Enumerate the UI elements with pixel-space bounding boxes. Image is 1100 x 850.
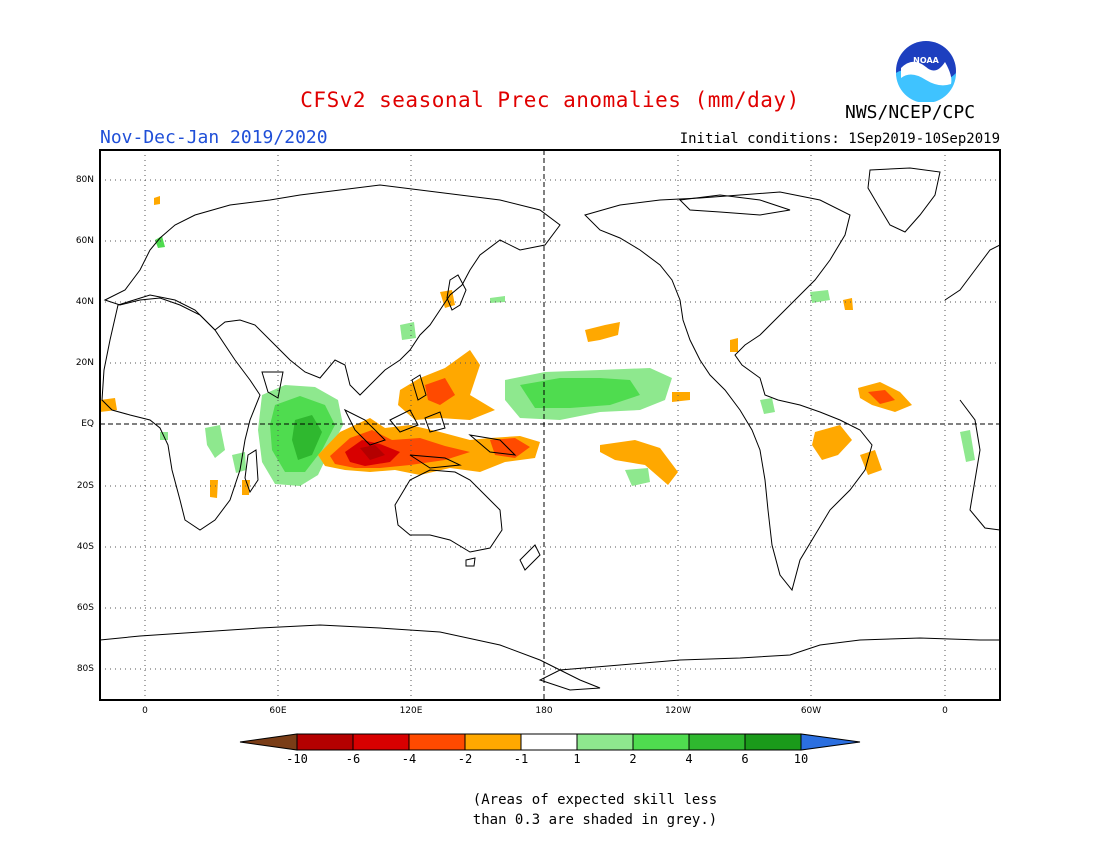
lon-tick-0-east: 0 xyxy=(942,706,948,716)
colorbar-label: -6 xyxy=(345,752,361,766)
colorbar-cell xyxy=(520,733,578,751)
colorbar-cell xyxy=(352,733,410,751)
colorbar-cell xyxy=(296,733,354,751)
lat-tick-40n: 40N xyxy=(75,297,94,307)
colorbar-cell xyxy=(632,733,690,751)
lat-tick-20n: 20N xyxy=(75,358,94,368)
lon-tick-60w: 60W xyxy=(800,706,822,716)
footnote-line-1: (Areas of expected skill less xyxy=(472,792,718,808)
lon-tick-120e: 120E xyxy=(399,706,423,716)
lon-tick-0: 0 xyxy=(142,706,148,716)
colorbar-label: 10 xyxy=(793,752,809,766)
colorbar-label: 1 xyxy=(573,752,581,766)
lat-tick-40s: 40S xyxy=(76,542,94,552)
colorbar xyxy=(239,733,861,751)
dry-anomaly-shading xyxy=(100,196,912,498)
colorbar-arrow-high xyxy=(800,733,861,751)
colorbar-cell xyxy=(464,733,522,751)
colorbar-cell xyxy=(408,733,466,751)
initial-conditions-label: Initial conditions: 1Sep2019-10Sep2019 xyxy=(679,131,1000,147)
equator-dateline xyxy=(100,150,1000,700)
map-frame xyxy=(99,149,1001,701)
colorbar-label: 4 xyxy=(685,752,693,766)
svg-text:NOAA: NOAA xyxy=(913,56,939,65)
season-label: Nov-Dec-Jan 2019/2020 xyxy=(100,127,328,148)
lat-tick-20s: 20S xyxy=(76,481,94,491)
coastlines xyxy=(100,167,1000,691)
colorbar-label: -4 xyxy=(401,752,417,766)
lon-tick-120w: 120W xyxy=(664,706,692,716)
colorbar-cell xyxy=(744,733,802,751)
colorbar-label: -10 xyxy=(286,752,308,766)
colorbar-label: 6 xyxy=(741,752,749,766)
agency-label: NWS/NCEP/CPC xyxy=(845,102,976,123)
lat-tick-60n: 60N xyxy=(75,236,94,246)
colorbar-label: -1 xyxy=(513,752,529,766)
colorbar-label: 2 xyxy=(629,752,637,766)
map-gridlines xyxy=(100,150,1000,700)
lat-tick-80n: 80N xyxy=(75,175,94,185)
lat-tick-60s: 60S xyxy=(76,603,94,613)
colorbar-cell xyxy=(688,733,746,751)
lat-tick-eq: EQ xyxy=(81,419,94,429)
noaa-logo: NOAA xyxy=(896,41,956,102)
colorbar-cell xyxy=(576,733,634,751)
colorbar-label: -2 xyxy=(457,752,473,766)
footnote-line-2: than 0.3 are shaded in grey.) xyxy=(472,812,718,828)
precipitation-anomaly-map xyxy=(99,149,1001,701)
colorbar-arrow-low xyxy=(239,733,298,751)
chart-title: CFSv2 seasonal Prec anomalies (mm/day) xyxy=(300,88,800,112)
lon-tick-180: 180 xyxy=(535,706,553,716)
lat-tick-80s: 80S xyxy=(76,664,94,674)
lon-tick-60e: 60E xyxy=(269,706,287,716)
